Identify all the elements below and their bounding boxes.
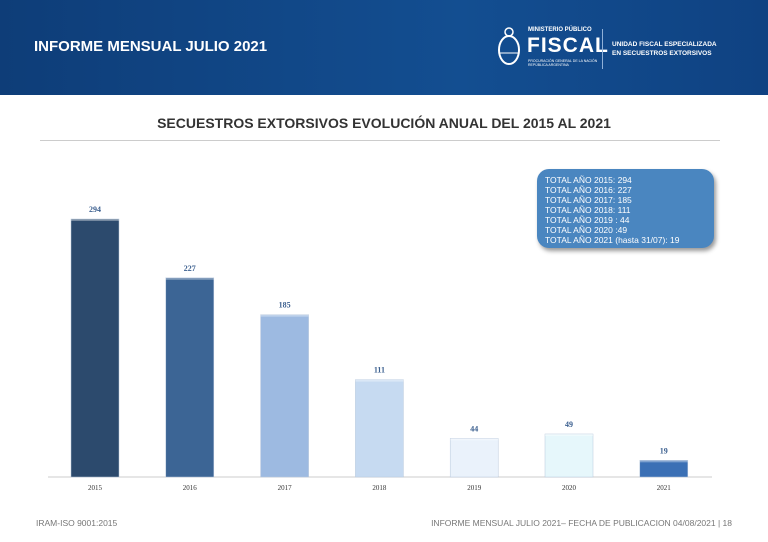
logo-sub: PROCURACIÓN GENERAL DE LA NACIÓN REPÚBLIC… (528, 59, 597, 67)
chart-title: SECUESTROS EXTORSIVOS EVOLUCIÓN ANUAL DE… (157, 115, 611, 131)
logo-separator (602, 29, 603, 69)
bar-2016 (165, 277, 215, 478)
footer-info: INFORME MENSUAL JULIO 2021– FECHA DE PUB… (431, 518, 732, 528)
unit-line1: UNIDAD FISCAL ESPECIALIZADA (612, 41, 717, 48)
bar-2015 (70, 218, 120, 478)
header-banner: INFORME MENSUAL JULIO 2021 MINISTERIO PÚ… (0, 0, 768, 95)
x-tick-label: 2015 (88, 484, 103, 492)
report-title: INFORME MENSUAL JULIO 2021 (34, 38, 268, 55)
data-label: 111 (374, 366, 385, 375)
bar-2018 (355, 379, 404, 478)
data-label: 294 (89, 205, 101, 214)
logo-sub1: PROCURACIÓN GENERAL DE LA NACIÓN (528, 59, 598, 63)
x-tick-label: 2021 (657, 484, 672, 492)
bar-2017 (260, 314, 309, 478)
bar-highlight (450, 438, 499, 441)
bar-2021 (639, 460, 689, 478)
logo-name: FISCAL (527, 34, 609, 57)
bar-highlight (639, 460, 688, 463)
logo-ministry: MINISTERIO PÚBLICO (528, 27, 592, 33)
data-label: 19 (660, 446, 668, 455)
title-divider (40, 140, 720, 141)
bar-highlight (165, 277, 214, 280)
logo-unit: UNIDAD FISCAL ESPECIALIZADA EN SECUESTROS… (612, 40, 717, 58)
annotation-line: TOTAL AÑO 2018: 111 (545, 205, 631, 215)
annotation-line: TOTAL AÑO 2021 (hasta 31/07): 19 (545, 235, 680, 245)
bar-2019 (449, 438, 499, 478)
bar-highlight (260, 314, 309, 317)
x-tick-label: 2017 (278, 484, 293, 492)
fiscal-logo: MINISTERIO PÚBLICO FISCAL PROCURACIÓN GE… (494, 25, 764, 75)
x-tick-label: 2019 (467, 484, 482, 492)
data-label: 44 (470, 424, 478, 433)
annotation-line: TOTAL AÑO 2019 : 44 (545, 215, 630, 225)
annotation-line: TOTAL AÑO 2017: 185 (545, 195, 632, 205)
annotation-line: TOTAL AÑO 2015: 294 (545, 175, 632, 185)
footer-iso: IRAM-ISO 9001:2015 (36, 518, 118, 528)
x-tick-label: 2018 (372, 484, 387, 492)
coat-of-arms-icon (498, 27, 520, 65)
x-tick-label: 2016 (183, 484, 198, 492)
bar-2020 (544, 433, 594, 478)
data-label: 227 (184, 264, 196, 273)
bar-highlight (71, 219, 119, 221)
bar-highlight (545, 434, 593, 436)
unit-line2: EN SECUESTROS EXTORSIVOS (612, 50, 712, 57)
data-label: 185 (279, 301, 291, 310)
bar-highlight (355, 379, 404, 382)
bar-chart: 294 2015 227 2016 185 2017 111 2018 44 2019 49 2020… (48, 205, 712, 492)
totals-annotation-box: TOTAL AÑO 2015: 294 TOTAL AÑO 2016: 227 TO… (537, 169, 714, 248)
data-label: 49 (565, 420, 573, 429)
annotation-line: TOTAL AÑO 2020 :49 (545, 225, 628, 235)
annotation-line: TOTAL AÑO 2016: 227 (545, 185, 632, 195)
logo-sub2: REPÚBLICA ARGENTINA (528, 63, 569, 67)
x-tick-label: 2020 (562, 484, 577, 492)
